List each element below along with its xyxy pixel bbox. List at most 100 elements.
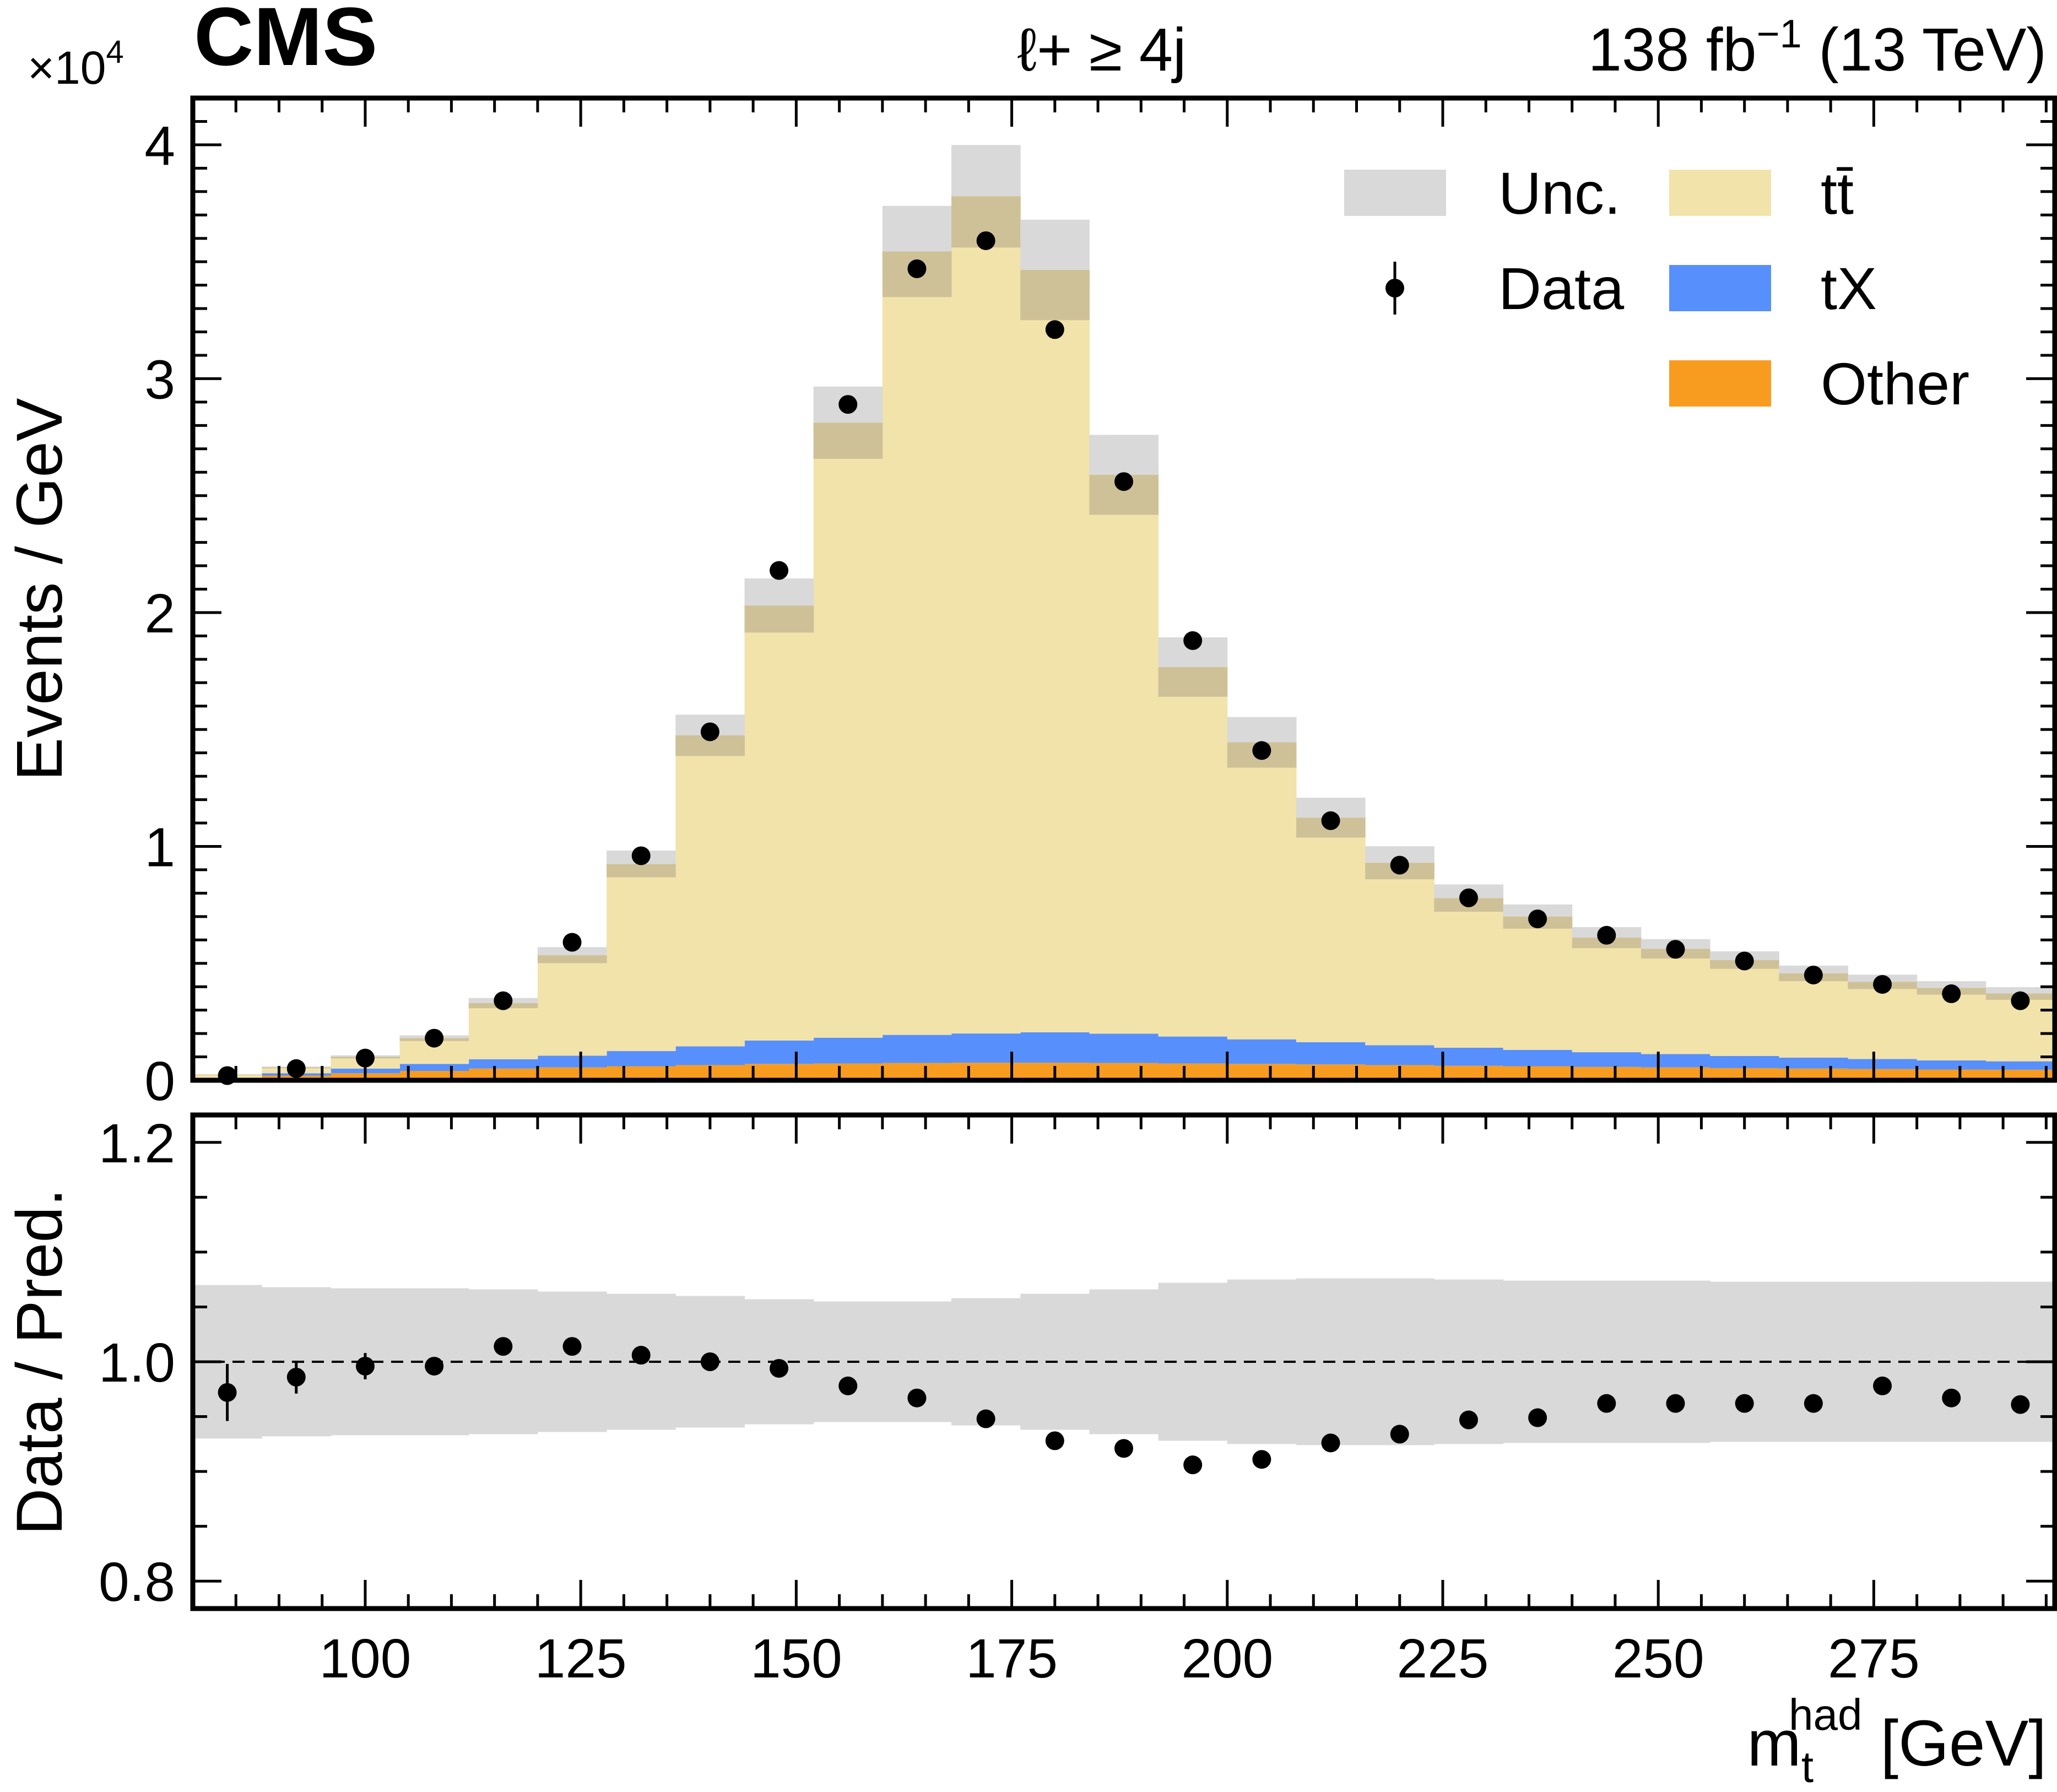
x-tick-label: 225 (1397, 1628, 1489, 1690)
channel-label: ℓ+ ≥ 4j (1017, 16, 1187, 84)
y-multiplier-exponent: 4 (106, 34, 124, 70)
bar-tx (1710, 1055, 1779, 1068)
x-tick-label: 100 (320, 1628, 412, 1690)
x-axis-title-subscript: t (1801, 1742, 1814, 1791)
ratio-point (1459, 1410, 1478, 1430)
unc-band-lower (537, 955, 607, 963)
data-point (770, 561, 789, 580)
y-tick-label: 2 (144, 583, 175, 645)
x-tick-label: 150 (750, 1628, 842, 1690)
energy-text: (13 TeV) (1802, 16, 2047, 84)
ratio-y-tick-label: 0.8 (99, 1551, 175, 1613)
unc-band-upper (1227, 717, 1297, 743)
bar-tx (1089, 1033, 1159, 1063)
bar-tx (1020, 1032, 1090, 1063)
x-axis-title-unit: [GeV] (1863, 1707, 2047, 1780)
unc-band-upper (1089, 435, 1159, 475)
lumi-label: 138 fb−1 (13 TeV) (1588, 12, 2047, 84)
x-tick-label: 125 (535, 1628, 627, 1690)
ratio-point (286, 1367, 306, 1387)
bar-tx (951, 1033, 1021, 1063)
data-point (562, 933, 582, 952)
bar-other (468, 1068, 538, 1080)
ratio-point (218, 1383, 237, 1402)
data-point (425, 1028, 444, 1048)
legend-label-ttbar: tt̄ (1821, 160, 1854, 226)
ratio-point (770, 1358, 789, 1378)
bar-other (1089, 1063, 1159, 1080)
data-point (286, 1059, 306, 1078)
ratio-point (1528, 1408, 1547, 1427)
data-point (1390, 856, 1409, 875)
ratio-point (562, 1337, 582, 1356)
legend-swatch-unc (1344, 170, 1446, 216)
y-tick-label: 3 (144, 349, 175, 410)
ratio-point (355, 1356, 375, 1376)
main-y-axis-label: Events / GeV (3, 398, 76, 781)
data-point (907, 259, 927, 278)
unc-band-upper (1020, 219, 1090, 270)
data-point (1045, 320, 1064, 339)
bar-tx (1227, 1039, 1297, 1064)
unc-band-upper (951, 145, 1021, 197)
ratio-y-tick-label: 1.0 (99, 1332, 175, 1394)
data-point (1666, 940, 1685, 959)
bar-tx (1434, 1047, 1504, 1066)
data-point (700, 722, 719, 741)
bar-tx (1296, 1042, 1366, 1065)
bar-ttbar (1089, 474, 1159, 1034)
data-point (1252, 741, 1271, 760)
bar-tx (1779, 1057, 1848, 1069)
bar-ttbar (882, 251, 952, 1035)
ratio-point (1942, 1388, 1961, 1407)
ratio-point (1804, 1394, 1823, 1413)
data-point (1114, 472, 1133, 491)
experiment-label: CMS (194, 0, 377, 83)
lumi-text: 138 fb (1588, 16, 1757, 84)
data-point (494, 991, 513, 1010)
bar-tx (1158, 1036, 1228, 1064)
unc-band-lower (744, 605, 814, 633)
ratio-point (1390, 1425, 1409, 1444)
x-tick-label: 275 (1828, 1628, 1920, 1690)
bar-other (1158, 1063, 1228, 1080)
bar-ttbar (951, 196, 1021, 1034)
bar-ttbar (1572, 938, 1642, 1053)
bar-other (813, 1063, 883, 1080)
bar-other (951, 1063, 1021, 1080)
bar-other (882, 1063, 952, 1080)
legend-swatch-other (1669, 360, 1771, 407)
bar-ttbar (1641, 949, 1710, 1054)
ratio-point (976, 1409, 995, 1428)
bar-ttbar (1779, 973, 1848, 1058)
ratio-point (425, 1356, 444, 1376)
ratio-point (1735, 1394, 1754, 1413)
data-point (1873, 974, 1892, 994)
ratio-point (1183, 1455, 1203, 1475)
ratio-plot-frame (190, 1112, 2057, 1611)
legend: Unc. tt̄ Data tX Other (1344, 160, 1969, 417)
bar-ttbar (675, 735, 745, 1047)
bar-ttbar (468, 1003, 538, 1059)
legend-swatch-ttbar (1669, 170, 1771, 216)
bar-tx (399, 1064, 469, 1071)
bar-other (1917, 1069, 1986, 1080)
bar-tx (468, 1059, 538, 1069)
ratio-y-axis-label: Data / Pred. (3, 1188, 76, 1535)
x-axis-title-superscript: had (1789, 1690, 1862, 1739)
legend-label-unc: Unc. (1498, 160, 1621, 226)
ratio-axis-ticks: 100 125 150 175 200 225 250 275 0.8 1.0 1.2 (99, 1113, 2055, 1690)
data-point (1183, 631, 1203, 650)
data-point (1459, 888, 1478, 907)
bar-ttbar (1227, 742, 1297, 1040)
bar-ttbar (607, 864, 676, 1051)
y-tick-label: 4 (144, 115, 175, 177)
data-point (631, 846, 651, 865)
data-point (838, 395, 858, 414)
ratio-point (838, 1376, 858, 1395)
ratio-point (907, 1388, 927, 1407)
ratio-point (1666, 1394, 1685, 1413)
data-point (1804, 965, 1823, 984)
bar-ttbar (1296, 818, 1366, 1042)
